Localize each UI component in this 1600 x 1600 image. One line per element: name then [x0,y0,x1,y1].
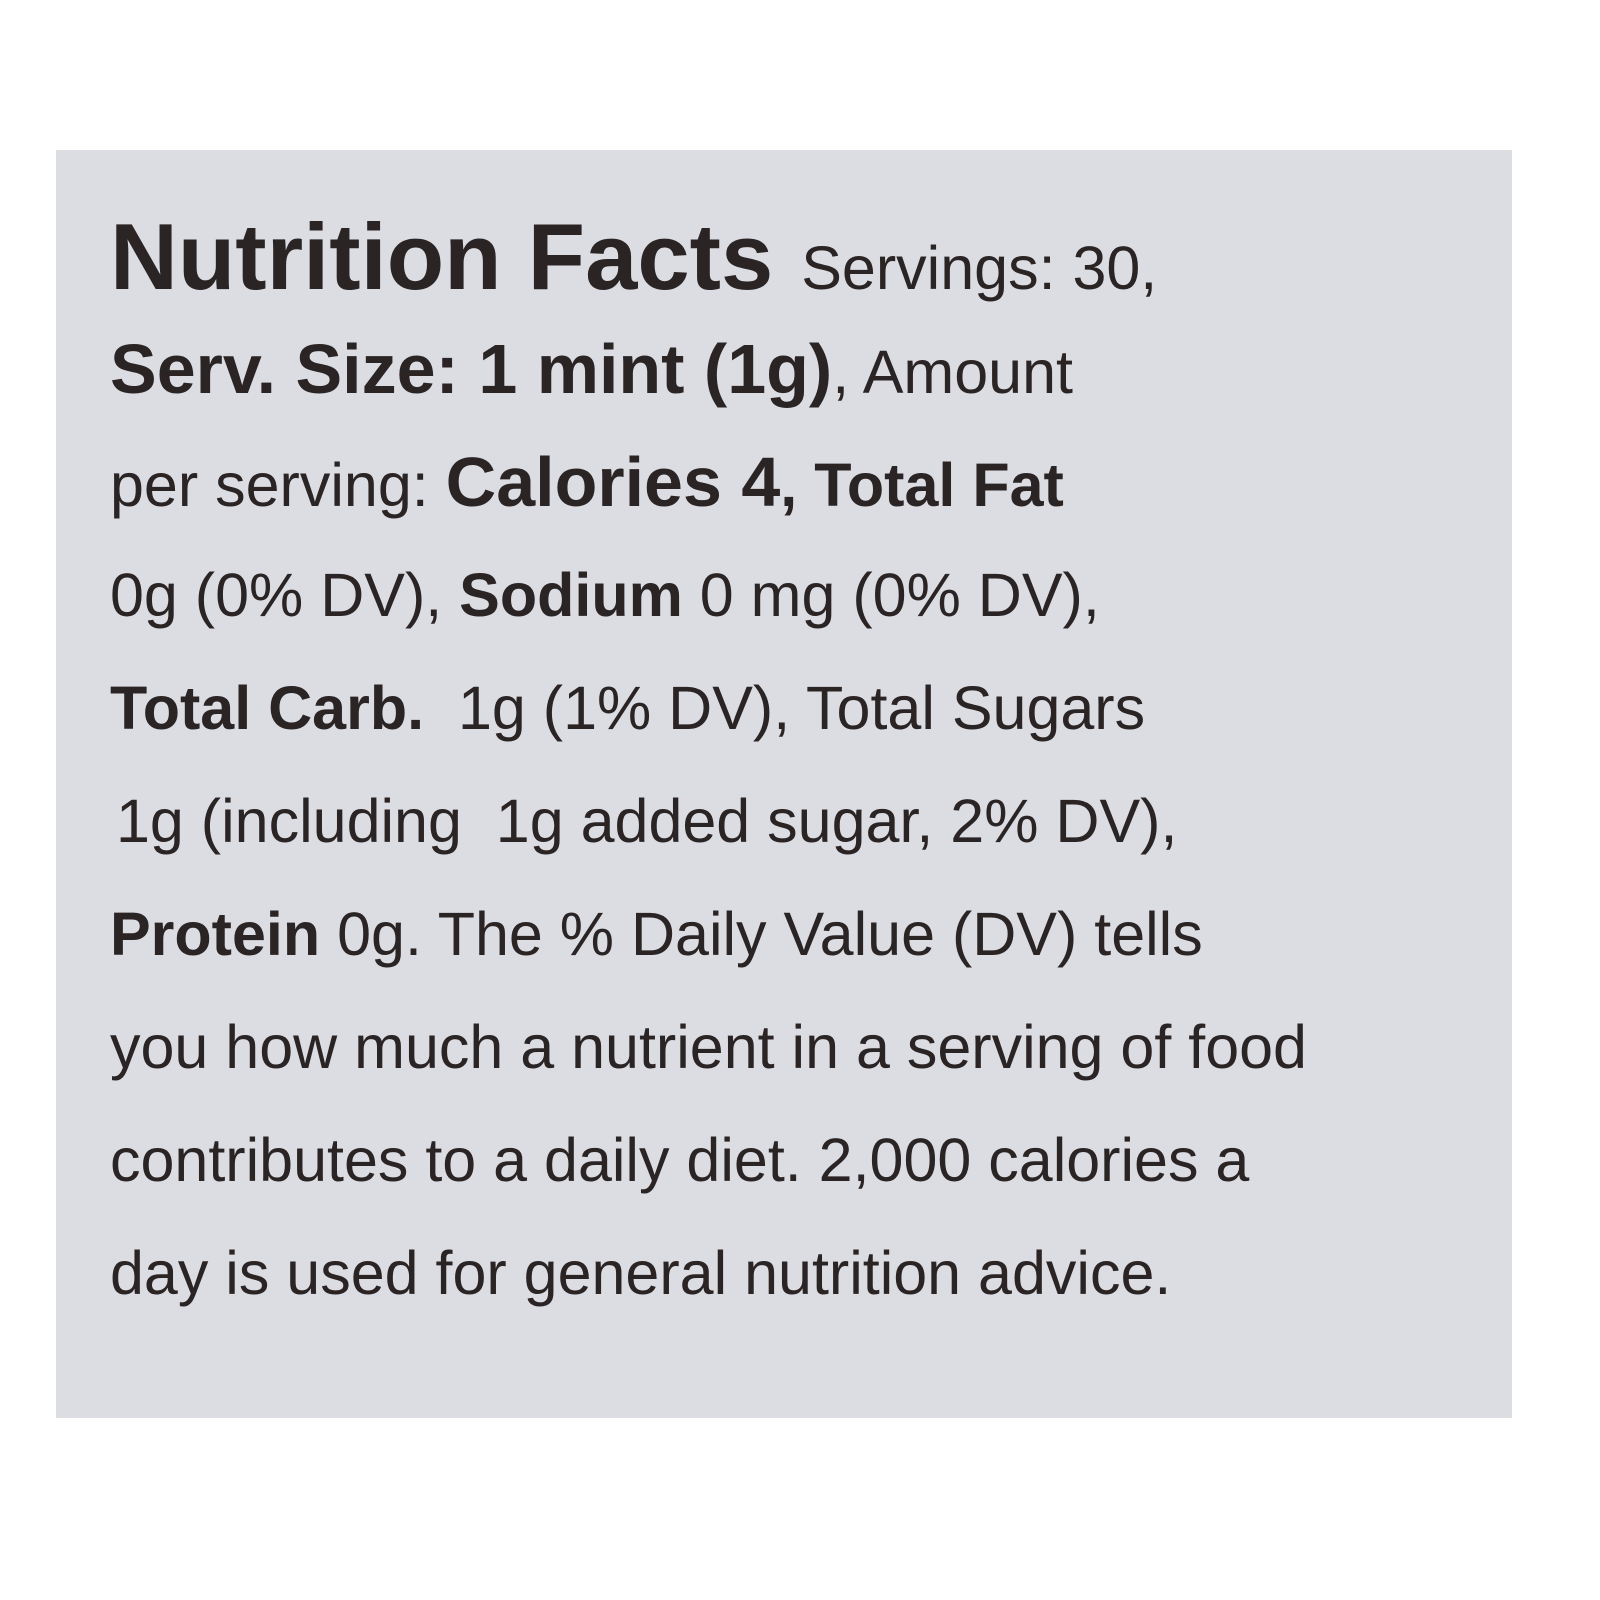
dv-text-3: day is used for general nutrition advice… [110,1239,1172,1307]
dv-text-2: contributes to a daily diet. 2,000 calor… [110,1126,1250,1194]
dv-line-1: you how much a nutrient in a serving of … [110,991,1510,1104]
sugars-value: 1g (including 1g added sugar, 2% DV), [116,787,1178,855]
fat-sodium-line: 0g (0% DV), Sodium 0 mg (0% DV), [110,539,1510,652]
comma: , [780,451,815,519]
per-serving-text: per serving: [110,451,446,519]
protein-line: Protein 0g. The % Daily Value (DV) tells [110,878,1510,991]
dv-line-3: day is used for general nutrition advice… [110,1217,1510,1330]
carb-line: Total Carb. 1g (1% DV), Total Sugars [110,652,1510,765]
sodium-value: 0 mg (0% DV), [682,561,1100,629]
calories: Calories 4 [445,443,781,521]
protein-label: Protein [110,900,321,968]
dv-line-2: contributes to a daily diet. 2,000 calor… [110,1104,1510,1217]
title-line: Nutrition Facts Servings: 30, [110,200,1510,313]
servings-text: Servings: 30, [801,234,1158,302]
fat-value: 0g (0% DV), [110,561,460,629]
dv-text-1: you how much a nutrient in a serving of … [110,1013,1307,1081]
protein-value: 0g. The % Daily Value (DV) tells [320,900,1203,968]
nutrition-label-text: Nutrition Facts Servings: 30, Serv. Size:… [110,200,1510,1330]
calories-line: per serving: Calories 4, Total Fat [110,426,1510,539]
total-carb-label: Total Carb. [110,674,425,742]
serving-size-line: Serv. Size: 1 mint (1g), Amount [110,313,1510,426]
amount-text: , Amount [832,338,1073,406]
carb-value: 1g (1% DV), Total Sugars [424,674,1146,742]
serving-size: Serv. Size: 1 mint (1g) [110,330,833,408]
nutrition-facts-title: Nutrition Facts [110,204,774,309]
sugars-line: 1g (including 1g added sugar, 2% DV), [110,765,1510,878]
total-fat-label: Total Fat [814,451,1064,519]
sodium-label: Sodium [459,561,683,629]
nutrition-label-panel [56,150,1512,1418]
